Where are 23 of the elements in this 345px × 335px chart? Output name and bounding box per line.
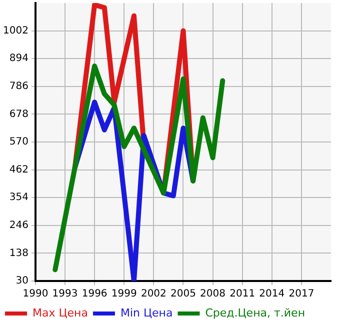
legend-label: Min Цена xyxy=(120,306,173,320)
y-tick-label: 30 xyxy=(16,276,28,287)
y-tick-label: 786 xyxy=(9,80,28,92)
legend-label: Сред.Цена, т.йен xyxy=(205,306,306,320)
y-tick-label: 138 xyxy=(9,248,28,259)
y-tick-label: 894 xyxy=(9,53,28,64)
x-tick-label: 2014 xyxy=(259,288,285,300)
x-tick-label: 2002 xyxy=(140,288,166,300)
x-tick-label: 1993 xyxy=(52,288,78,300)
y-tick-label: 570 xyxy=(9,136,28,148)
y-tick-label: 354 xyxy=(9,192,28,204)
y-tick-label: 678 xyxy=(9,108,28,120)
legend-label: Max Цена xyxy=(32,306,88,320)
x-tick-label: 1996 xyxy=(82,288,108,300)
x-tick-label: 2011 xyxy=(230,288,256,300)
x-tick-label: 1999 xyxy=(111,288,137,300)
y-tick-label: 1002 xyxy=(2,25,28,36)
y-tick-label: 246 xyxy=(9,220,28,231)
x-tick-label: 2008 xyxy=(200,288,226,300)
x-tick-label: 1990 xyxy=(22,288,48,300)
y-tick-label: 462 xyxy=(9,164,28,176)
x-tick-label: 2005 xyxy=(170,288,196,300)
x-tick-label: 2017 xyxy=(288,288,314,300)
